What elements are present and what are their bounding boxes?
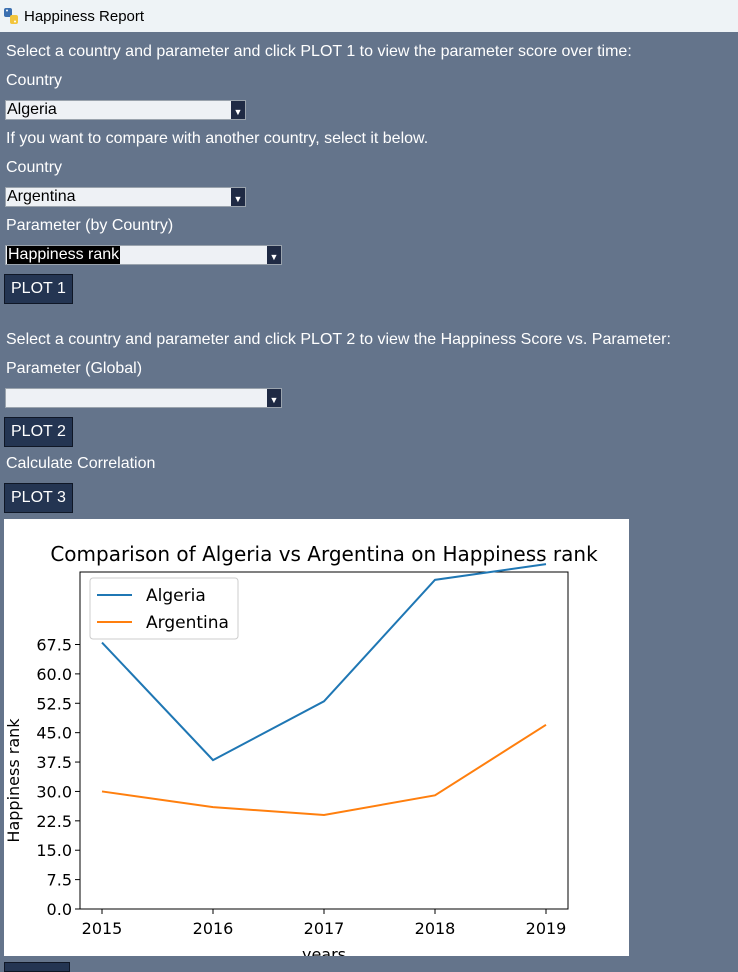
country2-label: Country — [6, 159, 63, 176]
chart-title: Comparison of Algeria vs Argentina on Ha… — [50, 542, 598, 566]
country-select-value: Algeria — [7, 101, 57, 118]
y-tick-label: 60.0 — [36, 665, 72, 684]
x-tick-label: 2018 — [415, 919, 456, 938]
country2-select-value: Argentina — [7, 188, 76, 205]
window-titlebar: Happiness Report — [0, 0, 738, 32]
plot1-instruction: Select a country and parameter and click… — [6, 43, 632, 60]
x-tick-label: 2016 — [193, 919, 234, 938]
correlation-label: Calculate Correlation — [6, 455, 156, 472]
chevron-down-icon[interactable]: ▼ — [231, 101, 245, 119]
chevron-down-icon[interactable]: ▼ — [267, 246, 281, 264]
bottom-button[interactable] — [4, 962, 70, 972]
line-chart: Comparison of Algeria vs Argentina on Ha… — [4, 542, 598, 956]
y-tick-label: 52.5 — [36, 694, 72, 713]
y-tick-label: 15.0 — [36, 841, 72, 860]
compare-instruction: If you want to compare with another coun… — [6, 130, 429, 147]
y-tick-label: 7.5 — [47, 871, 72, 890]
window-title: Happiness Report — [24, 7, 145, 25]
plot2-button[interactable]: PLOT 2 — [4, 417, 73, 447]
python-icon — [4, 8, 18, 24]
country-label: Country — [6, 72, 63, 89]
y-tick-label: 37.5 — [36, 753, 72, 772]
series-line-argentina — [101, 723, 547, 816]
x-tick-label: 2015 — [82, 919, 123, 938]
country2-select[interactable]: Argentina ▼ — [5, 187, 246, 207]
plot1-button[interactable]: PLOT 1 — [4, 274, 73, 304]
plot2-instruction: Select a country and parameter and click… — [6, 331, 671, 348]
country-select[interactable]: Algeria ▼ — [5, 100, 246, 120]
y-tick-label: 0.0 — [47, 900, 72, 919]
y-tick-label: 67.5 — [36, 635, 72, 654]
parameter-select[interactable]: Happiness rank ▼ — [5, 245, 282, 265]
legend-label: Algeria — [146, 586, 206, 606]
y-tick-label: 45.0 — [36, 724, 72, 743]
global-parameter-label: Parameter (Global) — [6, 360, 143, 377]
chevron-down-icon[interactable]: ▼ — [267, 389, 281, 407]
parameter-label: Parameter (by Country) — [6, 217, 174, 234]
x-tick-label: 2017 — [304, 919, 345, 938]
series-line-algeria — [101, 563, 547, 762]
legend-label: Argentina — [146, 613, 229, 633]
y-tick-label: 22.5 — [36, 812, 72, 831]
x-axis-label: years — [302, 945, 346, 956]
parameter-select-value: Happiness rank — [7, 246, 121, 264]
plot-panel: Comparison of Algeria vs Argentina on Ha… — [4, 519, 629, 956]
plot3-button[interactable]: PLOT 3 — [4, 483, 73, 513]
legend-box — [89, 577, 239, 640]
chevron-down-icon[interactable]: ▼ — [231, 188, 245, 206]
y-axis-label: Happiness rank — [4, 718, 23, 843]
y-tick-label: 30.0 — [36, 782, 72, 801]
x-tick-label: 2019 — [526, 919, 567, 938]
global-parameter-select[interactable]: ▼ — [5, 388, 282, 408]
